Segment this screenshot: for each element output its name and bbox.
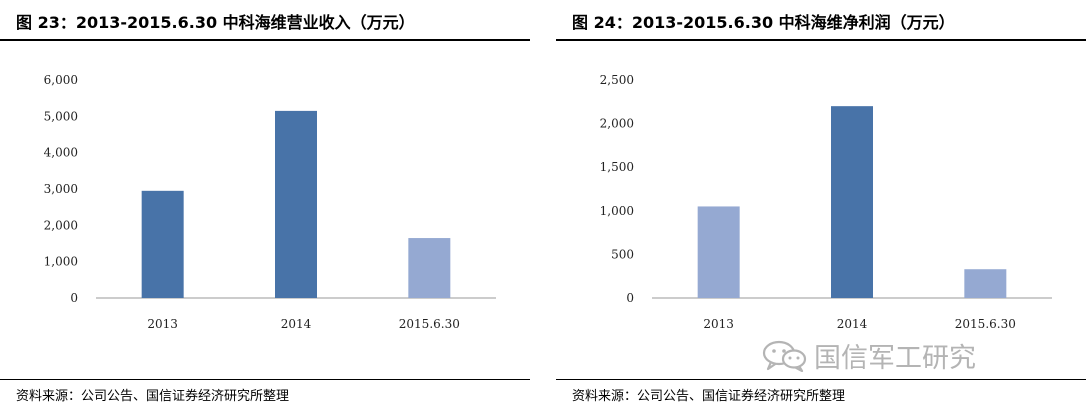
source-note: 资料来源：公司公告、国信证券经济研究所整理: [572, 389, 846, 404]
source-divider: [556, 379, 1086, 380]
y-tick-label: 4,000: [44, 146, 78, 160]
chart-panel-revenue: 图 23：2013-2015.6.30 中科海维营业收入（万元） 0 1,000 2…: [0, 0, 530, 407]
y-tick-label: 5,000: [44, 109, 78, 123]
x-tick-label: 2013: [147, 317, 178, 331]
y-tick-label: 3,000: [44, 182, 78, 196]
bar: [275, 110, 317, 298]
source-note: 资料来源：公司公告、国信证券经济研究所整理: [16, 389, 290, 404]
y-tick-label: 1,000: [44, 255, 78, 269]
chart-title: 图 24：2013-2015.6.30 中科海维净利润（万元）: [572, 13, 955, 32]
chart-panel-net-profit: 图 24：2013-2015.6.30 中科海维净利润（万元） 0 500 1,00…: [556, 0, 1086, 407]
net-profit-bar-chart: 0 500 1,000 1,500 2,000 2,500 2013 2014 2015.6.3…: [600, 73, 1052, 331]
source-divider: [0, 379, 530, 380]
bar: [964, 269, 1007, 298]
y-tick-label: 0: [70, 291, 78, 305]
x-tick-label: 2014: [837, 317, 868, 331]
y-tick-label: 1,000: [600, 204, 634, 218]
title-divider: [556, 39, 1086, 41]
bar: [408, 238, 451, 298]
title-divider: [0, 39, 530, 41]
x-tick-label: 2015.6.30: [955, 317, 1016, 331]
y-tick-label: 2,000: [44, 218, 78, 232]
bar: [141, 190, 184, 298]
y-tick-label: 6,000: [44, 73, 78, 87]
revenue-bar-chart: 0 1,000 2,000 3,000 4,000 5,000 6,000 2013 2014 2…: [44, 73, 496, 331]
wechat-icon: [762, 340, 807, 372]
x-tick-label: 2013: [703, 317, 734, 331]
watermark-text: 国信军工研究: [814, 343, 976, 374]
y-tick-label: 2,500: [600, 73, 634, 87]
y-tick-label: 1,500: [600, 160, 634, 174]
watermark: 国信军工研究: [762, 336, 976, 375]
y-tick-label: 2,000: [600, 117, 634, 131]
bar: [831, 106, 873, 298]
bar: [697, 206, 740, 298]
chart-title: 图 23：2013-2015.6.30 中科海维营业收入（万元）: [16, 13, 415, 32]
x-tick-label: 2015.6.30: [399, 317, 460, 331]
x-tick-label: 2014: [281, 317, 312, 331]
y-tick-label: 500: [611, 247, 634, 261]
y-tick-label: 0: [626, 291, 634, 305]
